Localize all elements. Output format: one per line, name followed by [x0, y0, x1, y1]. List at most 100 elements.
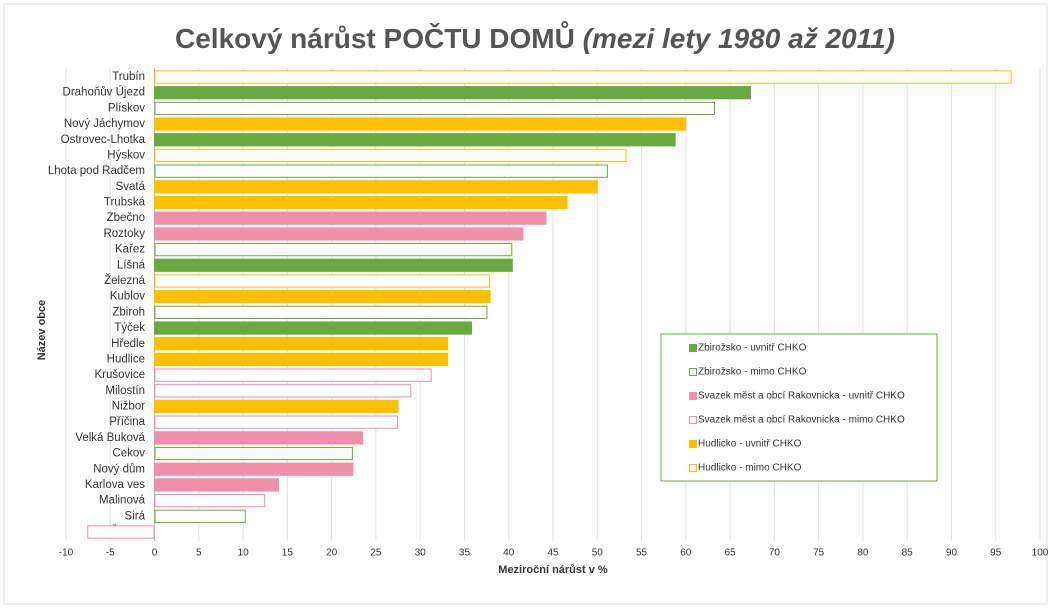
bars: Trubín Drahoňův Újezd Plískov Nový Jáchymov… [48, 70, 1012, 539]
bar [154, 101, 716, 115]
category-label: Plískov [108, 102, 145, 114]
bar [154, 399, 399, 414]
x-tick-label: 55 [636, 548, 648, 559]
y-axis-label: Název obce [36, 300, 48, 361]
x-tick-label: -5 [106, 548, 115, 559]
x-tick-label: 30 [415, 548, 427, 559]
category-label: Nový dům [93, 463, 145, 475]
category-label: Nový Jáchymov [64, 118, 145, 130]
bar [154, 274, 491, 288]
category-label: Drahoňův Újezd [63, 86, 145, 99]
bar [154, 384, 412, 398]
x-tick-label: 5 [196, 548, 202, 559]
bar [154, 258, 513, 272]
bar [154, 352, 449, 367]
bar [87, 525, 155, 539]
legend-label: Hudlicko - mimo CHKO [698, 463, 802, 474]
category-label: Karlova ves [85, 479, 145, 491]
category-label: Cekov [112, 448, 145, 460]
bar [154, 509, 246, 523]
x-tick-label: 75 [813, 548, 825, 559]
bar [154, 195, 568, 210]
category-label: Milostín [105, 385, 145, 397]
legend-label: Svazek měst a obcí Rakovnicka - uvnitř C… [698, 391, 905, 402]
legend: Zbirožsko - uvnitř CHKO Zbirožsko - mimo … [660, 333, 938, 482]
category-label: Nižbor [112, 401, 145, 413]
legend-swatch [689, 368, 697, 376]
bar [154, 478, 280, 492]
category-label: Krušovice [95, 369, 146, 381]
category-label: Kařez [115, 244, 145, 256]
legend-label: Hudlicko - uvnitř CHKO [698, 439, 802, 450]
category-label: Trubín [112, 71, 145, 83]
bar [154, 290, 491, 304]
x-tick-label: 90 [946, 548, 958, 559]
bar [154, 164, 608, 178]
category-label: Líšná [117, 259, 146, 271]
category-label: Svatá [116, 181, 146, 193]
category-label: Zbečno [107, 212, 145, 224]
bar [154, 227, 524, 241]
legend-swatch [689, 344, 697, 352]
title-italic: (mezi lety 1980 až 2011) [583, 23, 895, 54]
x-tick-label: -10 [59, 548, 74, 559]
x-tick-label: 15 [282, 548, 294, 559]
bar [154, 368, 432, 382]
bar [154, 321, 473, 335]
x-tick-label: 45 [547, 548, 559, 559]
legend-swatch [689, 416, 697, 424]
x-tick-label: 35 [459, 548, 471, 559]
bar [154, 431, 364, 445]
category-label: Roztoky [103, 228, 145, 240]
legend-label: Zbirožsko - uvnitř CHKO [698, 343, 807, 354]
category-label: Příčina [109, 416, 145, 428]
bar [154, 446, 353, 461]
category-label: Ostrovec-Lhotka [61, 134, 146, 146]
category-label: Lhota pod Radčem [48, 165, 145, 177]
legend-box [660, 333, 938, 482]
title-main: Celkový nárůst POČTU DOMŮ [175, 21, 575, 54]
x-tick-label: 0 [152, 548, 158, 559]
bar [154, 494, 266, 508]
category-label: Zbiroh [112, 306, 145, 318]
bar [154, 133, 676, 147]
bar [154, 180, 598, 194]
x-tick-label: 65 [725, 548, 737, 559]
chart-title: Celkový nárůst POČTU DOMŮ (mezi lety 198… [175, 21, 895, 54]
category-label: Týček [114, 322, 145, 334]
bar [154, 211, 547, 225]
legend-swatch [689, 440, 697, 448]
category-label: Trubská [104, 197, 146, 209]
x-tick-label: 80 [857, 548, 869, 559]
bar [154, 70, 1012, 84]
x-tick-label: 60 [680, 548, 692, 559]
legend-swatch [689, 392, 697, 400]
x-tick-label: 100 [1032, 548, 1049, 559]
bar [154, 86, 751, 100]
bar [154, 148, 627, 163]
bar [154, 337, 449, 351]
x-tick-label: 70 [769, 548, 781, 559]
category-label: Velká Buková [75, 432, 145, 444]
legend-label: Zbirožsko - mimo CHKO [698, 367, 807, 378]
x-tick-label: 40 [503, 548, 515, 559]
legend-swatch [689, 464, 697, 472]
category-label: Hýskov [107, 149, 145, 161]
bar [154, 242, 513, 257]
category-label: Hředle [111, 338, 145, 350]
x-tick-label: 50 [592, 548, 604, 559]
bar [154, 117, 687, 131]
x-tick-label: 20 [326, 548, 338, 559]
bar [154, 305, 488, 319]
category-label: Hudlice [107, 353, 145, 365]
bar [154, 462, 354, 476]
category-label: Železná [104, 274, 146, 287]
bar [154, 415, 399, 429]
x-axis-label: Meziroční nárůst v % [498, 564, 608, 576]
x-tick-label: 10 [238, 548, 250, 559]
x-tick-label: 85 [902, 548, 914, 559]
legend-label: Svazek měst a obcí Rakovnicka - mimo CHK… [698, 415, 905, 426]
category-label: Sirá [125, 510, 146, 522]
x-tick-label: 25 [370, 548, 382, 559]
